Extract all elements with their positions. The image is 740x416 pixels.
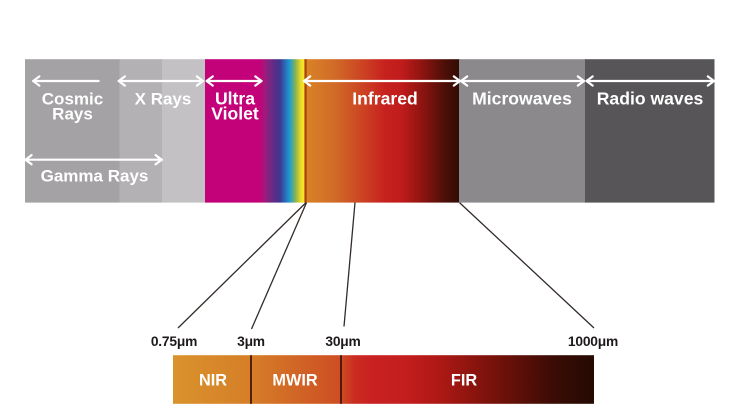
svg-text:X Rays: X Rays — [135, 90, 192, 109]
svg-text:FIR: FIR — [451, 372, 477, 390]
svg-text:3μm: 3μm — [237, 334, 265, 349]
svg-text:Ultra: Ultra — [215, 89, 255, 109]
svg-text:NIR: NIR — [199, 372, 227, 390]
svg-text:MWIR: MWIR — [272, 372, 317, 390]
svg-text:0.75μm: 0.75μm — [151, 334, 197, 349]
svg-text:Microwaves: Microwaves — [472, 89, 572, 109]
svg-text:Infrared: Infrared — [352, 89, 418, 109]
svg-text:30μm: 30μm — [325, 334, 360, 349]
svg-text:Rays: Rays — [52, 105, 93, 124]
svg-text:Radio waves: Radio waves — [597, 89, 704, 109]
svg-text:Gamma Rays: Gamma Rays — [41, 167, 149, 186]
svg-text:1000μm: 1000μm — [568, 334, 618, 349]
svg-text:Violet: Violet — [211, 104, 259, 124]
svg-text:Cosmic: Cosmic — [42, 90, 103, 109]
